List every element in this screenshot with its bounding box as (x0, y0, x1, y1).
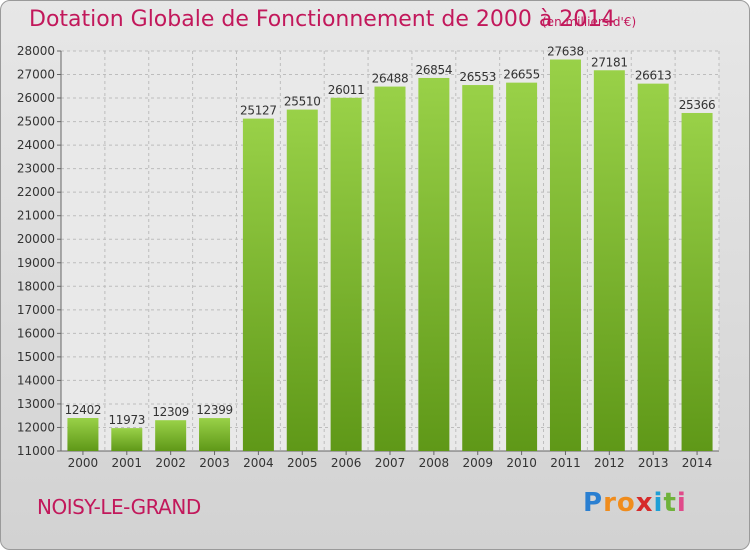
bar-2006 (330, 97, 362, 452)
bar-2009 (462, 85, 494, 451)
logo-letter: r (603, 488, 617, 518)
value-label-2003: 12399 (196, 403, 233, 417)
value-label-2001: 11973 (108, 413, 145, 427)
y-tick-label: 23000 (17, 162, 55, 176)
value-label-2002: 12309 (152, 405, 189, 419)
value-label-2004: 25127 (240, 104, 277, 118)
y-tick-label: 20000 (17, 232, 55, 246)
x-tick-label-2011: 2011 (550, 456, 581, 470)
y-tick-label: 28000 (17, 44, 55, 58)
commune-name: NOISY-LE-GRAND (37, 495, 201, 519)
x-tick-label-2000: 2000 (68, 456, 99, 470)
value-label-2000: 12402 (65, 403, 102, 417)
x-tick-label-2001: 2001 (112, 456, 143, 470)
y-tick-label: 17000 (17, 303, 55, 317)
logo-letter: i (653, 488, 664, 518)
y-tick-label: 16000 (17, 326, 55, 340)
x-tick-label-2009: 2009 (462, 456, 493, 470)
y-tick-label: 15000 (17, 350, 55, 364)
y-tick-label: 11000 (17, 444, 55, 458)
bar-2001 (111, 428, 143, 451)
y-tick-label: 22000 (17, 185, 55, 199)
value-label-2009: 26553 (459, 70, 496, 84)
logo-letter: t (663, 488, 677, 518)
y-tick-label: 27000 (17, 68, 55, 82)
bar-2004 (242, 118, 274, 451)
x-tick-label-2005: 2005 (287, 456, 318, 470)
value-label-2007: 26488 (372, 72, 409, 86)
y-tick-label: 12000 (17, 420, 55, 434)
x-tick-label-2007: 2007 (375, 456, 406, 470)
bar-2011 (549, 59, 581, 452)
bar-2007 (374, 86, 406, 451)
bar-2014 (681, 112, 713, 451)
value-label-2008: 26854 (416, 63, 453, 77)
x-tick-label-2008: 2008 (419, 456, 450, 470)
x-tick-label-2006: 2006 (331, 456, 362, 470)
bar-2002 (155, 420, 187, 451)
logo-letter: i (676, 488, 687, 518)
x-tick-label-2013: 2013 (638, 456, 669, 470)
logo-letter: o (616, 488, 636, 518)
value-label-2013: 26613 (635, 69, 672, 83)
y-tick-label: 14000 (17, 373, 55, 387)
value-label-2014: 25366 (679, 98, 716, 112)
logo-letter: x (635, 488, 654, 518)
value-label-2006: 26011 (328, 83, 365, 97)
proxiti-logo: Proxiti (583, 488, 687, 518)
logo-letter: P (583, 488, 604, 518)
x-tick-label-2004: 2004 (243, 456, 274, 470)
chart-title: Dotation Globale de Fonctionnement de 20… (29, 7, 616, 32)
bar-2010 (506, 82, 538, 451)
bar-2005 (286, 109, 318, 452)
bars (67, 59, 713, 452)
bar-2012 (593, 70, 625, 451)
y-tick-label: 19000 (17, 256, 55, 270)
y-tick-label: 24000 (17, 138, 55, 152)
bar-2003 (199, 418, 231, 451)
x-tick-label-2014: 2014 (682, 456, 713, 470)
chart-subtitle: (en milliers d'€) (542, 15, 637, 29)
x-tick-label-2010: 2010 (506, 456, 537, 470)
axes: 11000 12000 13000 14000 15000 16000 17000 18000… (17, 44, 719, 458)
x-tick-label-2012: 2012 (594, 456, 625, 470)
y-tick-label: 26000 (17, 91, 55, 105)
bar-2000 (67, 418, 99, 451)
bar-2013 (637, 83, 669, 452)
x-tick-label-2003: 2003 (199, 456, 230, 470)
y-tick-label: 21000 (17, 209, 55, 223)
y-tick-label: 13000 (17, 397, 55, 411)
x-tick-label-2002: 2002 (155, 456, 186, 470)
value-label-2005: 25510 (284, 95, 321, 109)
y-tick-label: 25000 (17, 115, 55, 129)
value-label-2010: 26655 (503, 68, 540, 82)
y-tick-label: 18000 (17, 279, 55, 293)
labels: 12402 2000 11973 2001 12309 2002 12399 2003 2512… (65, 45, 716, 470)
value-label-2011: 27638 (547, 45, 584, 59)
bar-2008 (418, 77, 450, 451)
value-label-2012: 27181 (591, 55, 628, 69)
